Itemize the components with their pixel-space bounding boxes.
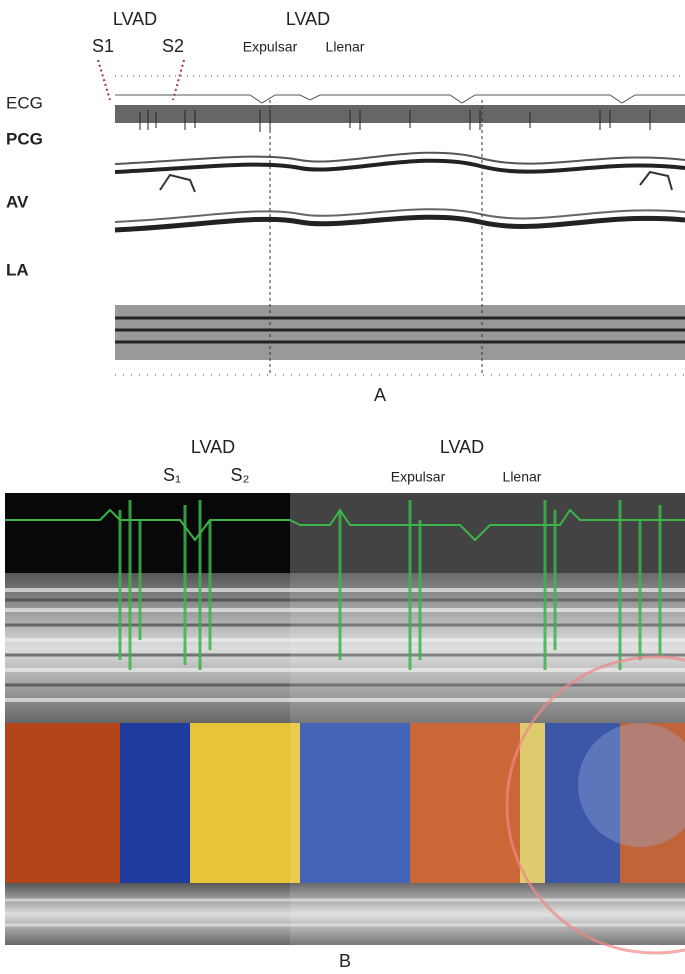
s2-label: S₂ [231,465,250,485]
s1-label: S₁ [163,465,181,485]
lvad-label: LVAD [191,437,235,457]
color-mmode-image-b [5,493,685,955]
lvad-label: LVAD [440,437,484,457]
mmode-image-a [114,75,685,376]
lvad-label: LVAD [286,9,330,29]
llenar-label: Llenar [326,39,365,55]
expulsar-label: Expulsar [243,39,298,55]
expulsar-label: Expulsar [391,469,446,485]
trace-label: PCG [6,129,43,148]
trace-label: LA [6,260,29,279]
arrow [97,59,111,101]
lvad-label: LVAD [113,9,157,29]
arrow [172,59,185,101]
trace-label: ECG [6,93,43,112]
caption: B [339,951,351,971]
s2-label: S2 [162,36,184,56]
llenar-label: Llenar [503,469,542,485]
s1-label: S1 [92,36,114,56]
caption: A [374,385,386,405]
trace-label: AV [6,192,29,211]
